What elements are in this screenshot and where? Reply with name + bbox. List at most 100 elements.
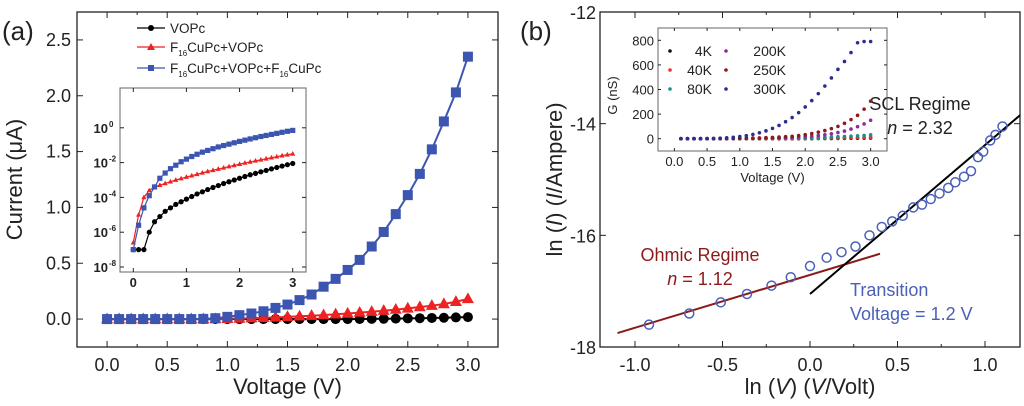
data-point (306, 289, 317, 300)
inset-data-point (284, 162, 290, 168)
inset-series-line (132, 153, 293, 243)
data-point (366, 313, 377, 324)
inset-data-point (199, 189, 205, 195)
legend-label-250K: 250K (753, 62, 786, 78)
inset-data-point (274, 164, 280, 171)
x-label-part: ) ( (790, 374, 811, 399)
inset-data-point (737, 134, 742, 139)
inset-data-point (796, 110, 801, 115)
data-point (377, 304, 390, 315)
inset-data-point (205, 168, 211, 174)
data-point (342, 264, 353, 275)
inset-data-point (692, 136, 696, 141)
data-point (341, 306, 354, 318)
data-point (897, 210, 908, 222)
data-point (766, 280, 777, 291)
inset-data-point (823, 132, 827, 137)
inset-data-point (258, 156, 264, 162)
inset-data-point (247, 172, 253, 178)
inset-data-point (862, 122, 866, 126)
inset-data-point (823, 135, 827, 140)
inset-y-tick-label: 400 (632, 83, 654, 98)
x-tick-label: 1.5 (275, 355, 300, 375)
data-point (150, 314, 161, 325)
panel-a: (a) 0.0 0.5 1.0 1.5 2.0 2.5 3.0 0.0 0.5 1.0 1.5 2.0… (2, 11, 499, 399)
data-point (414, 313, 425, 324)
inset-data-point (679, 136, 683, 141)
data-point (850, 241, 861, 252)
inset-x-tick-label: 2 (236, 275, 243, 290)
data-point (741, 288, 753, 300)
data-point (804, 260, 816, 272)
inset-data-point (868, 118, 873, 123)
data-point (715, 297, 726, 308)
inset-x-tick-label: 0.5 (698, 154, 716, 169)
inset-data-point (816, 91, 821, 96)
data-point (438, 312, 449, 323)
x-tick-label: 0.0 (95, 355, 120, 375)
inset-data-point (215, 182, 221, 189)
inset-y-tick-label: 200 (632, 107, 654, 122)
y-label-part: I (542, 193, 567, 199)
data-point (876, 221, 887, 233)
data-point (293, 309, 306, 321)
legend-vopc-marker (148, 25, 154, 31)
panel-a-legend: VOPc F16CuPc+VOPc F16CuPc+VOPc+F16CuPc (137, 21, 322, 79)
data-point (174, 314, 185, 325)
inset-data-point (173, 177, 179, 182)
data-point (305, 309, 318, 320)
data-point (997, 121, 1008, 132)
inset-data-point (178, 159, 184, 165)
inset-data-point (849, 117, 853, 122)
inset-y-tick-exponent: -6 (109, 224, 117, 233)
inset-data-point (226, 141, 232, 147)
inset-x-tick-label: 1 (183, 275, 190, 290)
inset-data-point (199, 149, 205, 155)
y-tick-label: -18 (570, 338, 596, 358)
legend-f16cupc-vopc-marker (147, 43, 155, 50)
data-point (413, 300, 426, 312)
data-point (450, 312, 461, 323)
data-point (114, 314, 125, 325)
data-point (990, 129, 1001, 141)
x-tick-label: 1.0 (215, 355, 240, 375)
panel-b-inset-y-label: G (nS) (605, 76, 620, 114)
data-point (950, 177, 961, 188)
inset-data-point (290, 160, 296, 167)
data-point (378, 313, 389, 324)
transition-label-line1: Transition (850, 280, 928, 300)
data-point (366, 241, 377, 252)
inset-data-point (855, 124, 860, 129)
x-tick-label: 0.5 (885, 355, 910, 375)
inset-data-point (199, 170, 205, 175)
inset-data-point (842, 59, 847, 64)
y-label-part: ) ( (542, 198, 567, 219)
data-point (958, 171, 970, 182)
inset-y-tick-label: 600 (632, 58, 654, 73)
inset-data-point (777, 123, 781, 128)
inset-y-tick-label: 10 (94, 260, 108, 275)
inset-x-tick-label: 0 (130, 275, 137, 290)
inset-data-point (210, 184, 216, 191)
inset-x-tick-label: 0.0 (665, 154, 683, 169)
inset-data-point (803, 132, 808, 137)
inset-data-point (862, 107, 866, 111)
y-tick-label: -14 (570, 115, 596, 135)
inset-data-point (183, 196, 190, 202)
legend-f16cupc-vopc-label: F16CuPc+VOPc (170, 40, 264, 58)
inset-data-point (868, 132, 873, 137)
inset-data-point (162, 208, 168, 214)
inset-data-point (868, 135, 873, 140)
inset-data-point (770, 135, 775, 140)
inset-data-point (146, 229, 152, 235)
inset-data-point (290, 151, 296, 156)
inset-data-point (849, 50, 853, 55)
inset-y-tick-label: 0 (647, 132, 654, 147)
inset-data-point (849, 134, 853, 138)
data-point (365, 305, 378, 316)
inset-data-point (829, 76, 834, 80)
inset-data-point (141, 205, 147, 211)
legend-marker-40K (668, 68, 672, 72)
legend-trilayer-marker (148, 65, 154, 71)
